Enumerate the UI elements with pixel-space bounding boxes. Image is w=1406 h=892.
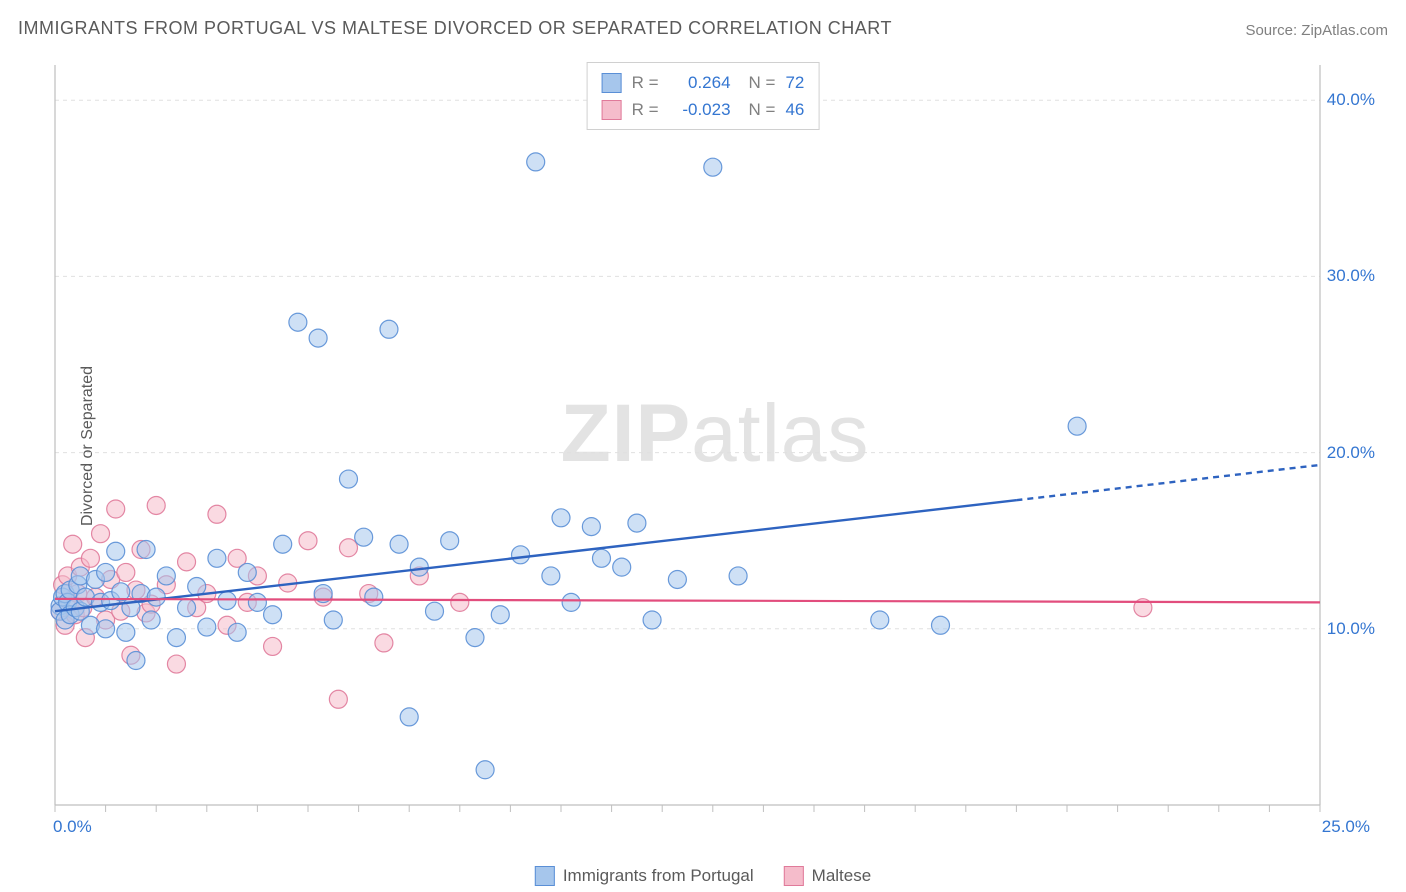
r-value-1: -0.023 bbox=[669, 96, 731, 123]
y-tick-2: 30.0% bbox=[1327, 266, 1375, 286]
legend-item-1: Maltese bbox=[784, 866, 872, 886]
legend-row-series-0: R = 0.264 N = 72 bbox=[602, 69, 805, 96]
legend-row-series-1: R = -0.023 N = 46 bbox=[602, 96, 805, 123]
r-label: R = bbox=[632, 69, 659, 96]
legend-label-0: Immigrants from Portugal bbox=[563, 866, 754, 886]
swatch-series-1 bbox=[784, 866, 804, 886]
n-label: N = bbox=[749, 96, 776, 123]
y-tick-1: 20.0% bbox=[1327, 443, 1375, 463]
r-label: R = bbox=[632, 96, 659, 123]
source-attribution: Source: ZipAtlas.com bbox=[1245, 22, 1388, 39]
y-tick-0: 10.0% bbox=[1327, 619, 1375, 639]
swatch-series-0 bbox=[535, 866, 555, 886]
x-tick-1: 25.0% bbox=[1322, 817, 1370, 837]
n-value-1: 46 bbox=[785, 96, 804, 123]
n-value-0: 72 bbox=[785, 69, 804, 96]
legend-item-0: Immigrants from Portugal bbox=[535, 866, 754, 886]
chart-area: ZIPatlas bbox=[50, 60, 1380, 840]
scatter-plot bbox=[50, 60, 1380, 840]
chart-title: IMMIGRANTS FROM PORTUGAL VS MALTESE DIVO… bbox=[18, 18, 892, 39]
r-value-0: 0.264 bbox=[669, 69, 731, 96]
swatch-series-1 bbox=[602, 100, 622, 120]
legend-label-1: Maltese bbox=[812, 866, 872, 886]
y-tick-3: 40.0% bbox=[1327, 90, 1375, 110]
x-tick-0: 0.0% bbox=[53, 817, 92, 837]
correlation-legend: R = 0.264 N = 72 R = -0.023 N = 46 bbox=[587, 62, 820, 130]
n-label: N = bbox=[749, 69, 776, 96]
series-legend: Immigrants from Portugal Maltese bbox=[535, 866, 871, 886]
swatch-series-0 bbox=[602, 73, 622, 93]
